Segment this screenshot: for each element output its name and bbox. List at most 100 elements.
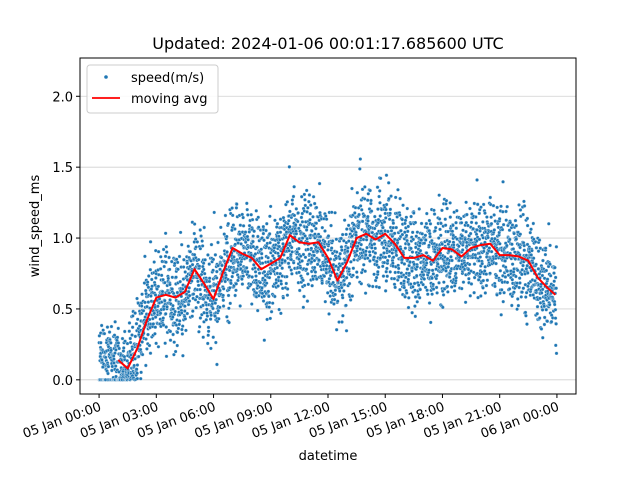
scatter-point <box>170 315 175 319</box>
scatter-point <box>424 221 429 226</box>
scatter-point <box>494 254 499 258</box>
scatter-point <box>220 263 224 268</box>
scatter-point <box>219 255 224 260</box>
scatter-point <box>297 246 301 251</box>
scatter-point <box>217 305 222 310</box>
scatter-point <box>136 354 141 359</box>
scatter-point <box>478 255 483 259</box>
scatter-point <box>513 257 518 261</box>
scatter-point <box>454 220 458 225</box>
scatter-point <box>396 187 400 192</box>
scatter-point <box>227 268 232 273</box>
scatter-point <box>163 311 168 316</box>
scatter-point <box>416 283 421 287</box>
scatter-point <box>459 220 464 225</box>
scatter-point <box>238 304 243 308</box>
scatter-point <box>127 329 132 334</box>
scatter-point <box>196 283 201 288</box>
scatter-point <box>386 180 391 185</box>
scatter-point <box>106 364 111 369</box>
scatter-point <box>387 196 391 201</box>
scatter-point <box>194 245 198 249</box>
scatter-point <box>406 305 411 310</box>
scatter-point <box>161 247 166 252</box>
scatter-point <box>320 225 325 230</box>
scatter-point <box>410 284 415 289</box>
scatter-point <box>517 276 522 281</box>
scatter-point <box>171 307 176 311</box>
scatter-point <box>430 268 435 273</box>
scatter-point <box>427 218 432 223</box>
scatter-point <box>540 287 545 292</box>
scatter-point <box>385 258 390 263</box>
scatter-point <box>363 185 367 189</box>
scatter-point <box>510 277 515 282</box>
scatter-point <box>489 215 494 220</box>
scatter-point <box>307 199 311 204</box>
scatter-point <box>411 237 416 242</box>
scatter-point <box>534 246 539 250</box>
scatter-point <box>323 229 327 233</box>
scatter-point <box>488 195 493 200</box>
scatter-point <box>212 210 217 215</box>
scatter-point <box>116 341 121 345</box>
scatter-point <box>471 226 476 231</box>
scatter-point <box>245 207 250 212</box>
scatter-point <box>207 279 212 284</box>
scatter-point <box>279 282 284 286</box>
scatter-point <box>391 221 396 226</box>
scatter-point <box>521 212 526 217</box>
scatter-point <box>471 270 476 275</box>
scatter-point <box>183 316 188 321</box>
scatter-point <box>143 315 148 319</box>
scatter-point <box>317 258 321 262</box>
scatter-point <box>494 273 499 278</box>
scatter-point <box>495 205 500 210</box>
scatter-point <box>487 246 492 250</box>
scatter-point <box>254 291 259 295</box>
scatter-point <box>328 294 333 298</box>
scatter-point <box>392 276 397 281</box>
scatter-point <box>243 230 248 234</box>
scatter-point <box>540 308 545 312</box>
scatter-point <box>122 329 127 334</box>
scatter-point <box>383 289 388 293</box>
scatter-point <box>331 280 336 285</box>
scatter-point <box>223 213 228 218</box>
scatter-point <box>482 269 487 273</box>
scatter-point <box>340 295 345 300</box>
scatter-point <box>553 265 557 270</box>
scatter-point <box>303 198 307 202</box>
scatter-point <box>130 325 135 330</box>
scatter-point <box>322 239 327 244</box>
scatter-point <box>184 328 188 333</box>
scatter-point <box>531 221 536 226</box>
scatter-point <box>161 307 166 312</box>
scatter-point <box>384 173 389 178</box>
scatter-point <box>382 220 387 224</box>
scatter-point <box>315 249 320 254</box>
scatter-point <box>504 209 508 214</box>
scatter-point <box>301 278 305 283</box>
scatter-point <box>388 207 393 212</box>
scatter-point <box>262 294 267 299</box>
scatter-point <box>286 218 291 223</box>
scatter-point <box>373 251 378 255</box>
scatter-point <box>469 220 474 225</box>
scatter-point <box>314 277 319 281</box>
scatter-point <box>450 229 455 234</box>
scatter-point <box>156 284 161 289</box>
scatter-point <box>344 232 348 237</box>
scatter-point <box>403 246 408 251</box>
scatter-point <box>153 315 158 319</box>
scatter-point <box>160 289 165 294</box>
scatter-point <box>504 218 509 222</box>
scatter-point <box>146 332 150 337</box>
scatter-point <box>120 336 125 341</box>
scatter-point <box>98 340 103 345</box>
scatter-point <box>203 257 207 262</box>
scatter-point <box>146 285 151 290</box>
scatter-point <box>358 204 363 208</box>
scatter-point <box>259 247 264 252</box>
scatter-point <box>277 244 282 249</box>
